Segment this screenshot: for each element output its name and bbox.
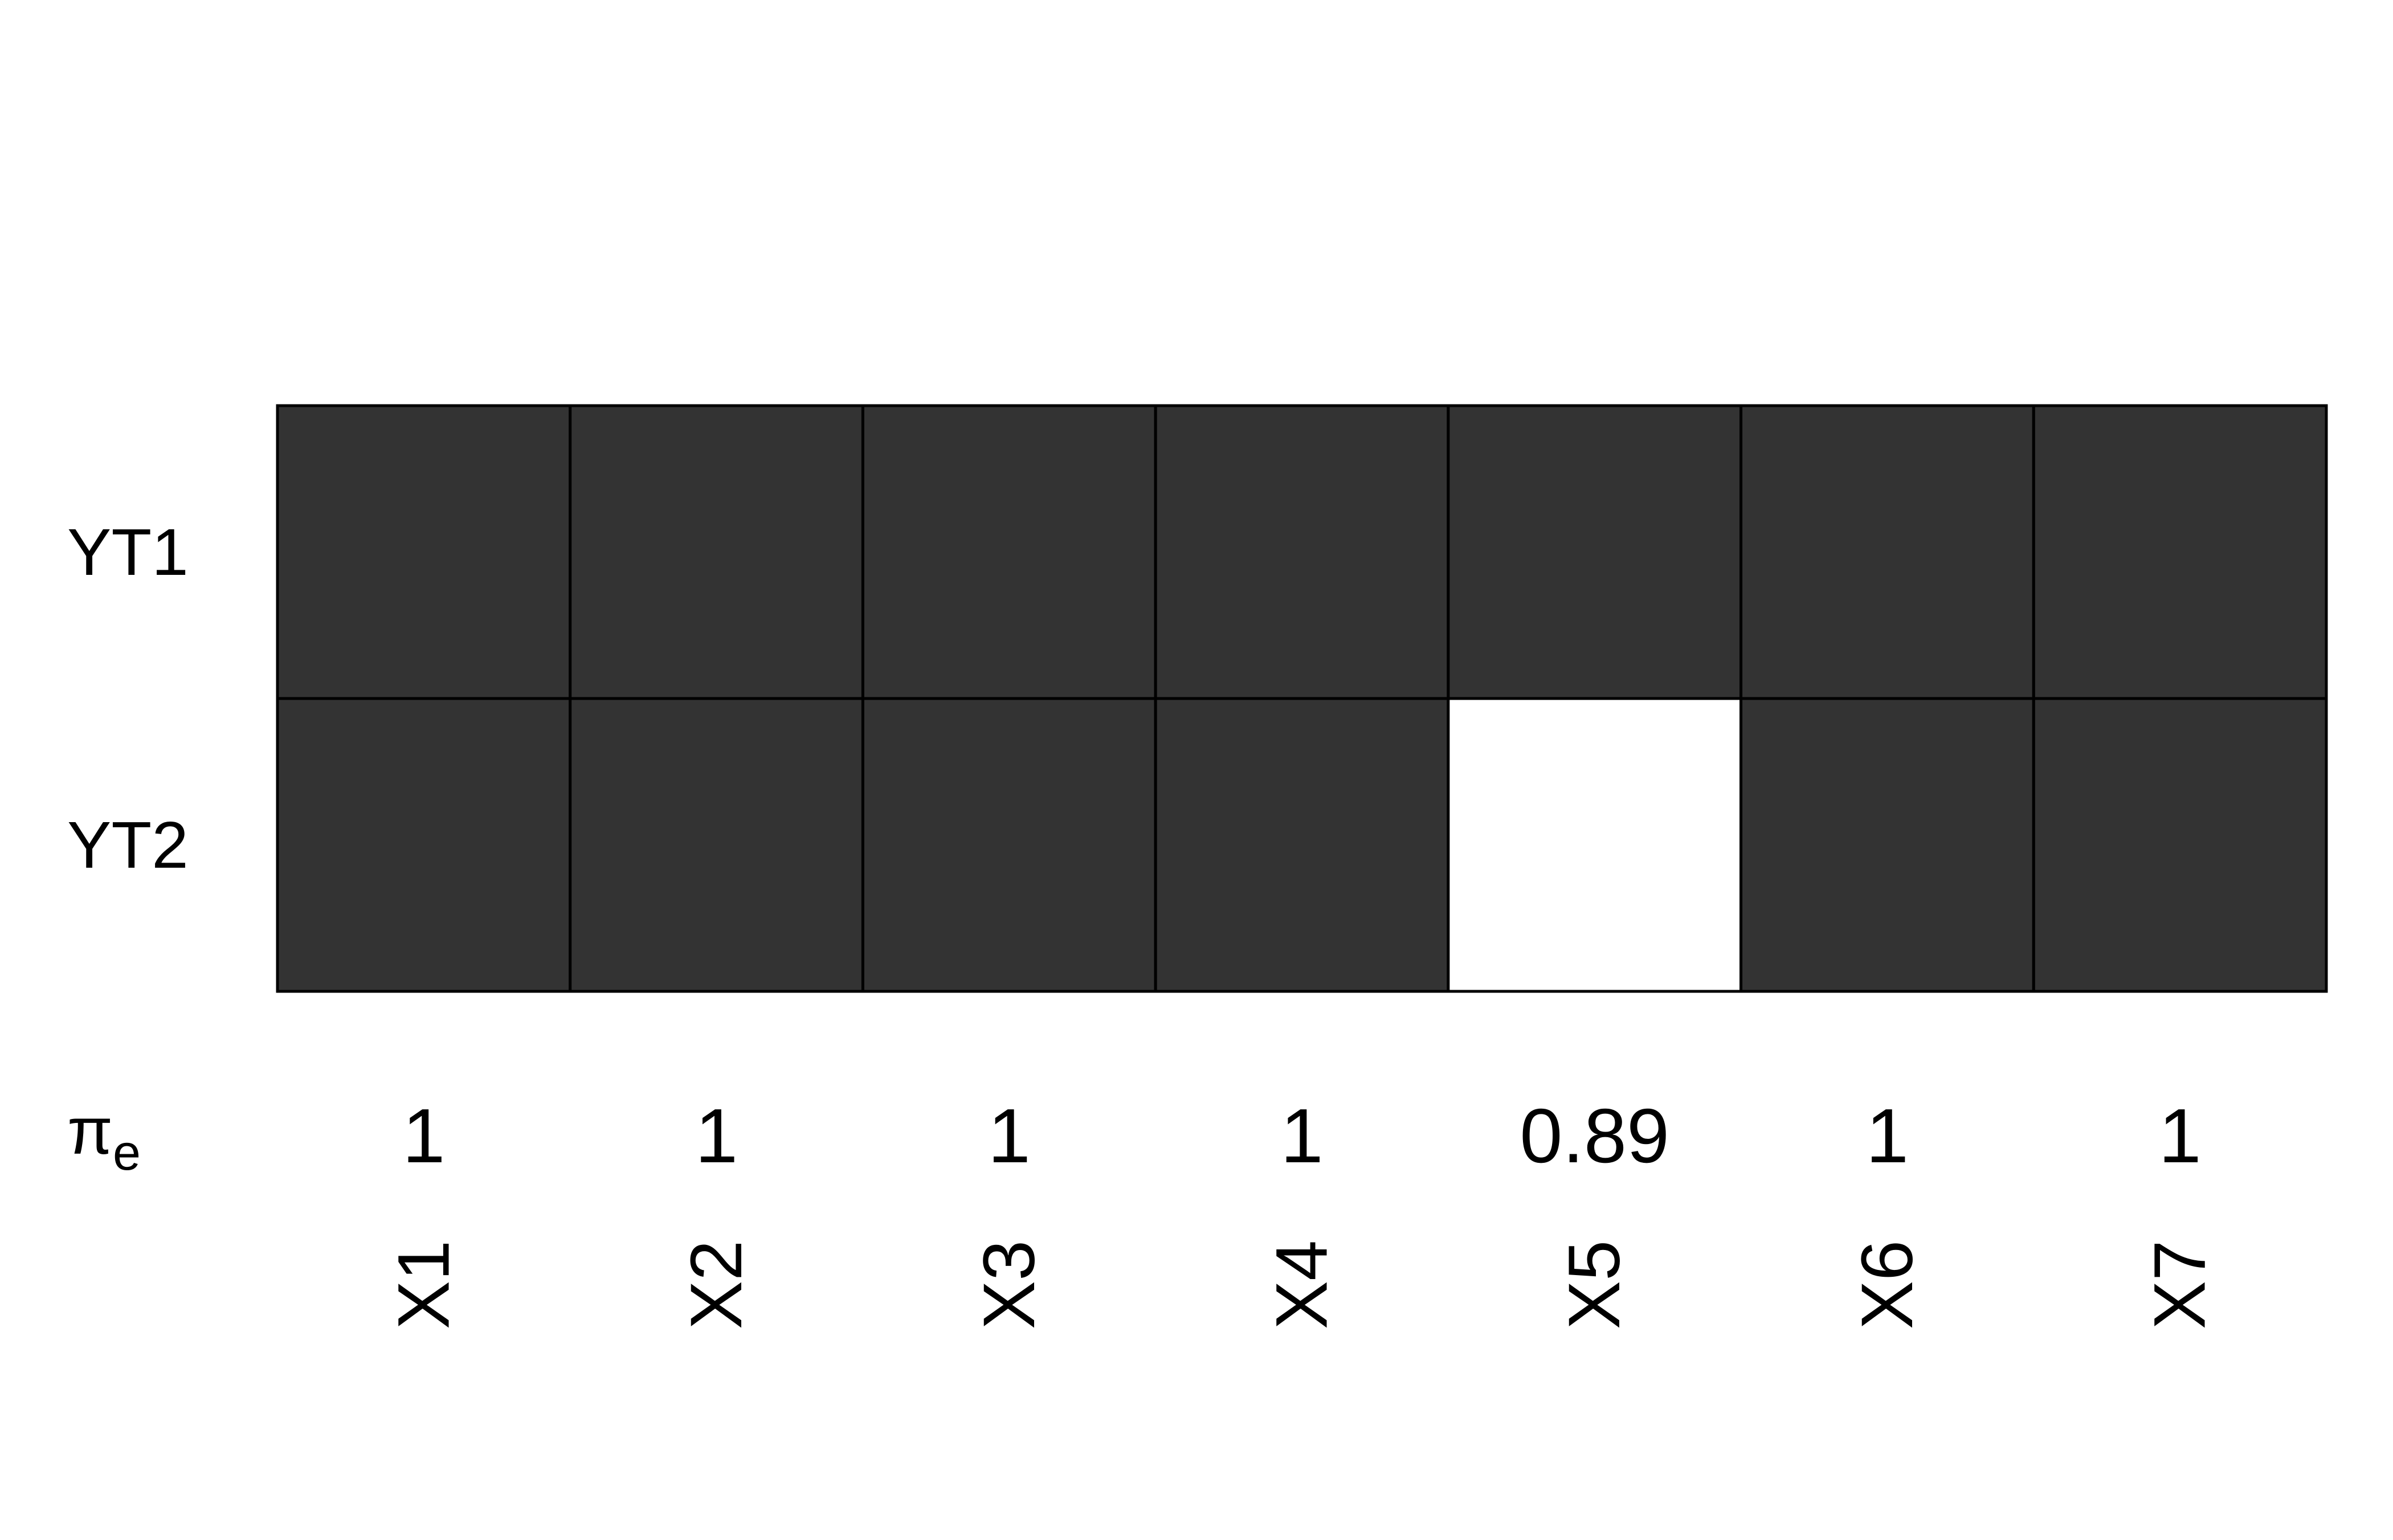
heatmap-cell-yt2-x6 [1739,697,2035,993]
column-label-x2: X2 [676,1240,757,1330]
row-label-yt2: YT2 [67,808,189,882]
heatmap-cell-yt1-x3 [861,404,1157,700]
heatmap-cell-yt1-x2 [569,404,864,700]
heatmap-cell-yt1-x5 [1447,404,1743,700]
heatmap-cell-yt2-x3 [861,697,1157,993]
row-label-yt1: YT1 [67,515,189,589]
pi-value-x3: 1 [988,1093,1031,1179]
column-label-x4: X4 [1261,1240,1343,1330]
pi-value-x6: 1 [1866,1093,1909,1179]
column-label-x3: X3 [969,1240,1050,1330]
column-label-x7: X7 [2139,1240,2221,1330]
column-label-x6: X6 [1847,1240,1928,1330]
pi-value-x2: 1 [695,1093,738,1179]
pi-row: πe [67,1094,141,1180]
pi-value-x4: 1 [1280,1093,1323,1179]
pi-symbol: π [67,1094,113,1168]
pi-values: 1 1 1 1 0.89 1 1 [402,1093,2201,1179]
heatmap-cell-yt2-x1 [276,697,572,993]
pi-value-x1: 1 [402,1093,445,1179]
pi-value-x5: 0.89 [1520,1093,1669,1179]
pi-label: πe [67,1094,141,1180]
heatmap-cell-yt1-x1 [276,404,572,700]
heatmap-cells [276,404,2328,993]
column-label-x1: X1 [383,1240,464,1330]
pi-subscript: e [113,1124,141,1180]
heatmap-cell-yt2-x5 [1447,697,1743,993]
heatmap-cell-yt1-x6 [1739,404,2035,700]
heatmap-cell-yt2-x2 [569,697,864,993]
heatmap-cell-yt2-x4 [1154,697,1450,993]
pi-value-x7: 1 [2159,1093,2202,1179]
heatmap-cell-yt2-x7 [2032,697,2328,993]
heatmap-cell-yt1-x4 [1154,404,1450,700]
column-label-x5: X5 [1554,1240,1635,1330]
heatmap-cell-yt1-x7 [2032,404,2328,700]
row-labels: YT1 YT2 [67,515,189,882]
column-labels: X1 X2 X3 X4 X5 X6 X7 [383,1240,2220,1330]
